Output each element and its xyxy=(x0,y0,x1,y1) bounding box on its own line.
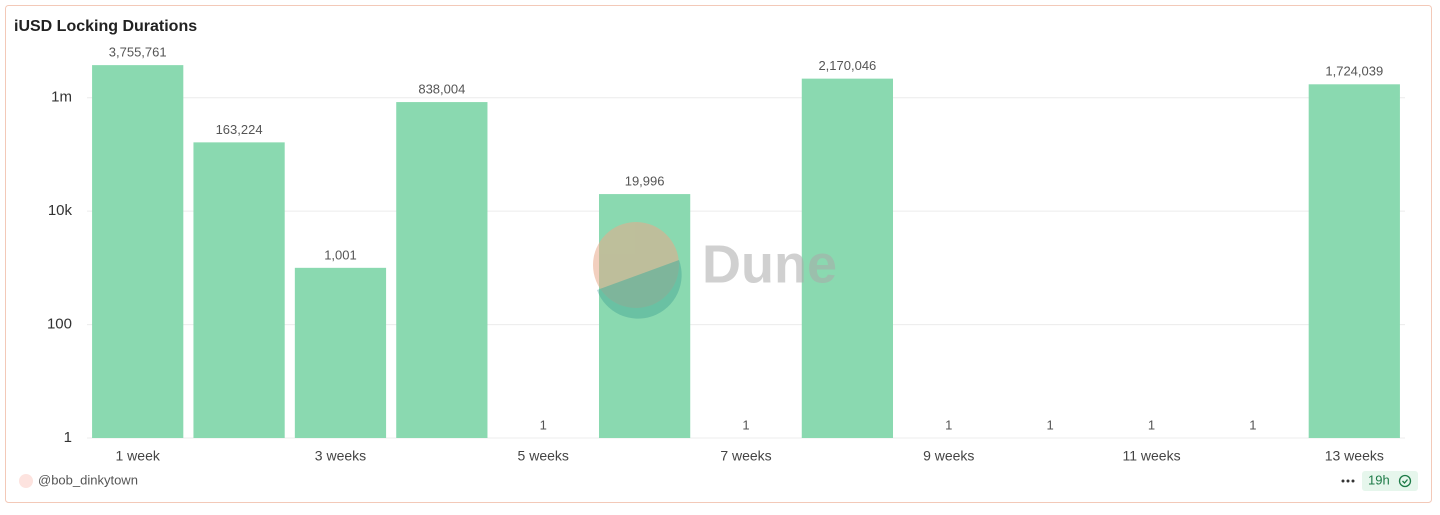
value-label: 1 xyxy=(742,417,749,432)
value-label: 2,170,046 xyxy=(818,58,876,73)
x-tick-label: 9 weeks xyxy=(923,448,974,464)
bar xyxy=(801,78,894,439)
check-mark xyxy=(1402,479,1408,484)
bar xyxy=(294,267,387,438)
value-label: 3,755,761 xyxy=(109,45,167,60)
value-label: 1 xyxy=(945,417,952,432)
bar xyxy=(92,65,184,439)
y-tick-label: 10k xyxy=(48,202,73,219)
value-label: 1 xyxy=(1148,417,1155,432)
check-icon xyxy=(1398,474,1412,488)
value-label: 1 xyxy=(1249,417,1256,432)
age: 19h xyxy=(1368,472,1390,487)
watermark-text: Dune xyxy=(702,234,837,294)
x-tick-label: 5 weeks xyxy=(518,448,569,464)
value-label: 1,001 xyxy=(324,247,357,262)
value-label: 838,004 xyxy=(418,82,465,97)
watermark-logo xyxy=(593,222,679,308)
x-tick-label: 11 weeks xyxy=(1122,448,1180,464)
x-tick-label: 13 weeks xyxy=(1325,448,1384,464)
y-tick-label: 100 xyxy=(47,316,72,333)
chart-title: iUSD Locking Durations xyxy=(14,18,197,35)
value-label: 1,724,039 xyxy=(1325,64,1383,79)
watermark: Dune xyxy=(593,222,837,319)
author[interactable]: @bob_dinkytown xyxy=(38,472,138,487)
value-label: 1 xyxy=(1047,417,1054,432)
x-tick-label: 7 weeks xyxy=(720,448,771,464)
value-label: 1 xyxy=(540,417,547,432)
watermark-logo-part xyxy=(597,260,682,319)
x-tick-label: 3 weeks xyxy=(315,448,366,464)
y-tick-label: 1m xyxy=(51,89,72,106)
plot-area: 1 100 10k 1m 3,755,761 1 week 163,224 1,001 3 we… xyxy=(47,45,1405,464)
value-label: 19,996 xyxy=(625,174,665,189)
value-label: 163,224 xyxy=(216,122,263,137)
menu-icon[interactable] xyxy=(1341,479,1355,483)
x-tick-label: 1 week xyxy=(116,448,161,464)
bar xyxy=(193,142,285,439)
bar xyxy=(396,102,488,439)
y-tick-label: 1 xyxy=(64,429,72,446)
bar xyxy=(1308,84,1400,439)
avatar xyxy=(19,474,33,488)
